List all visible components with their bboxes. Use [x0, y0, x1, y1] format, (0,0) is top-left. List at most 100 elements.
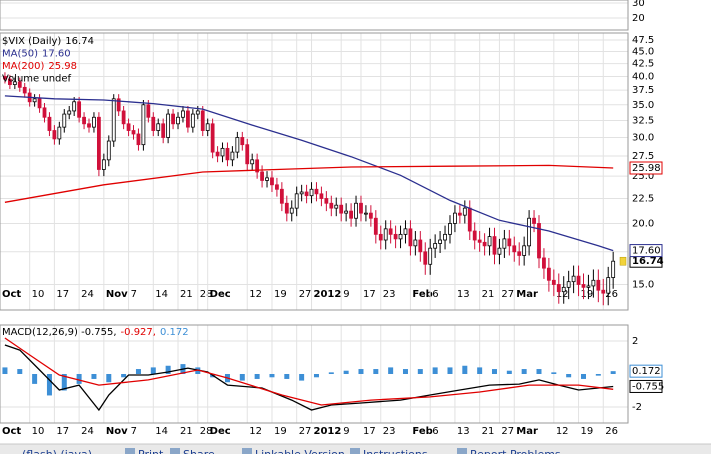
legend-value: 16.74 — [65, 36, 94, 47]
candle-body — [289, 207, 294, 214]
x-tick-label: Nov — [106, 426, 128, 437]
histogram-bar — [76, 374, 82, 384]
histogram-bar — [417, 369, 423, 374]
value-box — [629, 244, 663, 258]
candle-body — [596, 279, 601, 291]
candle-body — [606, 277, 611, 294]
x-tick-label: 13 — [457, 426, 470, 437]
value-box-label: 0.172 — [632, 366, 661, 377]
value-box — [629, 364, 663, 378]
candle-body — [17, 81, 22, 88]
candle-body — [586, 285, 591, 288]
candle-body — [77, 101, 82, 118]
candle-body — [87, 123, 91, 128]
candle-body — [96, 116, 101, 170]
candle-body — [67, 110, 72, 115]
x-tick-label: Mar — [516, 426, 538, 437]
y-tick-label: -2 — [632, 402, 642, 413]
x-tick-label: 24 — [81, 289, 94, 300]
x-tick-label: 26 — [605, 426, 618, 437]
x-tick-label: Feb — [412, 289, 432, 300]
legend-entry: Volume undef — [2, 74, 72, 85]
candle-body — [265, 177, 269, 181]
value-box-label: 25.98 — [632, 163, 661, 174]
candle-body — [378, 233, 383, 241]
candle-body — [497, 247, 502, 255]
candle-body — [215, 151, 220, 157]
candle-body — [210, 123, 215, 153]
candle-body — [364, 212, 368, 215]
x-tick-label: 28 — [200, 289, 213, 300]
candle-body — [542, 257, 546, 269]
toolbar-icon — [457, 448, 467, 454]
candle-body — [32, 98, 37, 103]
x-tick-label: 17 — [363, 426, 376, 437]
candle-body — [176, 116, 180, 125]
candle-body — [314, 188, 319, 195]
candle-body — [270, 177, 274, 186]
histogram-bar — [269, 374, 275, 378]
plot — [3, 72, 616, 306]
candle-body — [601, 289, 606, 294]
y-tick-label: 22.5 — [632, 193, 654, 204]
x-tick-label: Mar — [516, 289, 538, 300]
histogram-bar — [150, 367, 156, 374]
candle-body — [299, 191, 304, 195]
histogram-bar — [506, 370, 512, 374]
legend-entry: MA(50) 17.60 — [2, 49, 71, 60]
candle-body — [472, 230, 477, 241]
x-tick-label: 28 — [200, 426, 213, 437]
candle-body — [235, 137, 240, 153]
histogram-bar — [46, 374, 52, 396]
candle-body — [275, 184, 279, 190]
y-tick-label: 47.5 — [632, 35, 654, 46]
legend-name: $VIX (Daily) — [2, 36, 61, 47]
candle-body — [82, 116, 86, 125]
candle-body — [62, 113, 67, 128]
y-tick-label: 35.0 — [632, 100, 654, 111]
candle-body — [260, 171, 264, 181]
x-tick-label: 9 — [343, 289, 349, 300]
legend-name: MA(200) — [2, 61, 44, 72]
toolbar-icon — [170, 448, 180, 454]
x-tick-label: 12 — [556, 426, 569, 437]
x-tick-label: 19 — [274, 289, 287, 300]
candle-body — [255, 159, 260, 173]
y-tick-label: 30 — [632, 0, 645, 9]
value-box-label: -0.755 — [632, 381, 664, 392]
x-tick-label: 19 — [581, 426, 594, 437]
x-tick-label: 27 — [299, 426, 312, 437]
x-tick-label: 17 — [56, 289, 69, 300]
candle-body — [428, 247, 433, 265]
candle-body — [413, 239, 418, 247]
panel-frame — [0, 0, 629, 31]
toolbar-link: Linkable Version — [255, 448, 345, 454]
candle-body — [556, 284, 561, 293]
candle-body — [161, 123, 166, 138]
candle-body — [581, 284, 586, 288]
candle-body — [3, 76, 7, 80]
y-tick-label: 27.5 — [632, 151, 654, 162]
candle-body — [354, 202, 358, 219]
candle-body — [507, 238, 512, 247]
histogram-bar — [254, 374, 260, 379]
histogram-bar — [121, 374, 127, 378]
histogram-bar — [135, 369, 141, 374]
histogram-bar — [61, 374, 67, 391]
candle-body — [537, 223, 541, 259]
histogram-bar — [17, 369, 23, 374]
x-tick-label: Dec — [210, 426, 231, 437]
x-tick-label: 27 — [501, 289, 514, 300]
histogram-bar — [402, 369, 408, 374]
candle-body — [171, 113, 175, 125]
x-tick-label: 21 — [180, 289, 193, 300]
candle-body — [457, 212, 462, 216]
candle-body — [433, 243, 438, 249]
candle-body — [566, 281, 571, 288]
histogram-bar — [432, 367, 438, 374]
histogram-bar — [165, 365, 171, 374]
candle-body — [294, 193, 299, 209]
x-tick-label: 19 — [274, 426, 287, 437]
candle-body — [126, 123, 131, 131]
